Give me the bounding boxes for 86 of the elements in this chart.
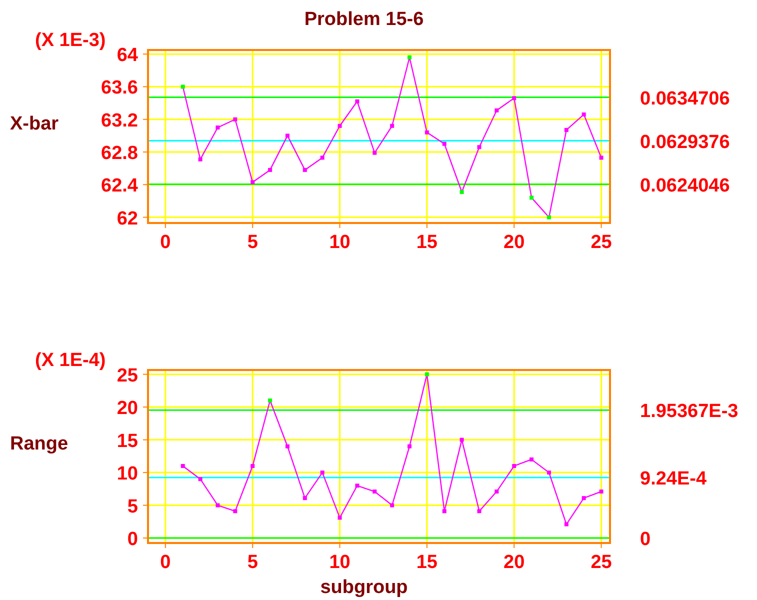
point xyxy=(546,215,551,220)
point xyxy=(442,509,446,514)
ref-line-label: 9.24E-4 xyxy=(640,468,707,490)
point xyxy=(477,145,482,150)
y-tick-label: 25 xyxy=(116,365,138,386)
point xyxy=(302,168,307,172)
point xyxy=(338,516,342,520)
y-tick-label: 5 xyxy=(127,496,138,518)
point xyxy=(564,128,568,132)
x-tick-label: 15 xyxy=(416,232,438,253)
y-axis-title: Range xyxy=(10,434,68,454)
y-tick-label: 62.4 xyxy=(101,176,138,197)
point xyxy=(268,168,272,172)
point xyxy=(198,477,202,482)
x-axis-title: subgroup xyxy=(320,577,408,598)
point xyxy=(494,108,499,112)
point xyxy=(512,96,516,100)
y-tick-label: 0 xyxy=(127,529,138,550)
point xyxy=(355,99,360,104)
x-tick-label: 15 xyxy=(416,552,438,573)
point xyxy=(372,490,377,494)
x-tick-label: 25 xyxy=(590,552,612,573)
x-tick-label: 5 xyxy=(247,232,258,253)
point xyxy=(512,464,516,468)
point xyxy=(250,180,255,184)
x-tick-label: 20 xyxy=(504,552,525,573)
point xyxy=(320,470,324,475)
point xyxy=(285,444,290,448)
y-axis-title: X-bar xyxy=(10,114,60,134)
point xyxy=(546,470,551,475)
ref-line-label: 0 xyxy=(640,529,651,550)
point xyxy=(530,457,534,462)
point xyxy=(442,142,446,146)
y-tick-label: 10 xyxy=(116,464,138,485)
point xyxy=(494,490,499,494)
point xyxy=(582,112,586,116)
x-tick-label: 20 xyxy=(504,232,525,253)
x-tick-label: 0 xyxy=(160,552,171,573)
chart-title: Problem 15-6 xyxy=(304,9,424,30)
point xyxy=(390,503,394,508)
point xyxy=(180,84,185,89)
point xyxy=(216,503,220,508)
point xyxy=(424,130,429,134)
text: 0.0629376 xyxy=(640,132,730,153)
text: (X 1E-3) xyxy=(35,30,106,51)
point xyxy=(320,156,324,160)
point xyxy=(233,509,238,514)
point xyxy=(268,398,272,403)
point xyxy=(390,124,394,128)
point xyxy=(460,438,464,442)
x-tick-label: 0 xyxy=(160,232,171,253)
point xyxy=(564,522,568,526)
x-tick-label: 10 xyxy=(329,552,350,573)
y-tick-label: 15 xyxy=(116,430,138,452)
point xyxy=(599,156,604,160)
y-tick-label: 20 xyxy=(116,398,138,420)
y-tick-label: 63.6 xyxy=(101,78,138,99)
point xyxy=(408,55,412,60)
point xyxy=(408,444,412,448)
point xyxy=(338,124,342,128)
text: 0.0624046 xyxy=(640,175,730,196)
point xyxy=(582,496,586,500)
text: 0.0634706 xyxy=(640,88,730,110)
point xyxy=(424,372,429,376)
point xyxy=(372,150,377,155)
point xyxy=(355,484,360,488)
y-tick-label: 62 xyxy=(116,208,138,230)
x-tick-label: 25 xyxy=(590,232,612,253)
point xyxy=(198,157,202,162)
point xyxy=(302,496,307,500)
point xyxy=(180,464,185,468)
point xyxy=(250,464,255,468)
ref-line-label: 1.95367E-3 xyxy=(640,401,738,422)
y-tick-label: 64 xyxy=(116,45,138,66)
point xyxy=(216,126,220,130)
x-tick-label: 10 xyxy=(329,232,350,253)
point xyxy=(233,117,238,122)
text: (X 1E-4) xyxy=(35,350,106,371)
point xyxy=(477,509,482,514)
x-tick-label: 5 xyxy=(247,552,258,573)
point xyxy=(599,490,604,494)
point xyxy=(285,134,290,138)
point xyxy=(460,190,464,194)
point xyxy=(530,196,534,200)
y-tick-label: 62.8 xyxy=(101,143,138,164)
y-tick-label: 63.2 xyxy=(101,110,138,132)
